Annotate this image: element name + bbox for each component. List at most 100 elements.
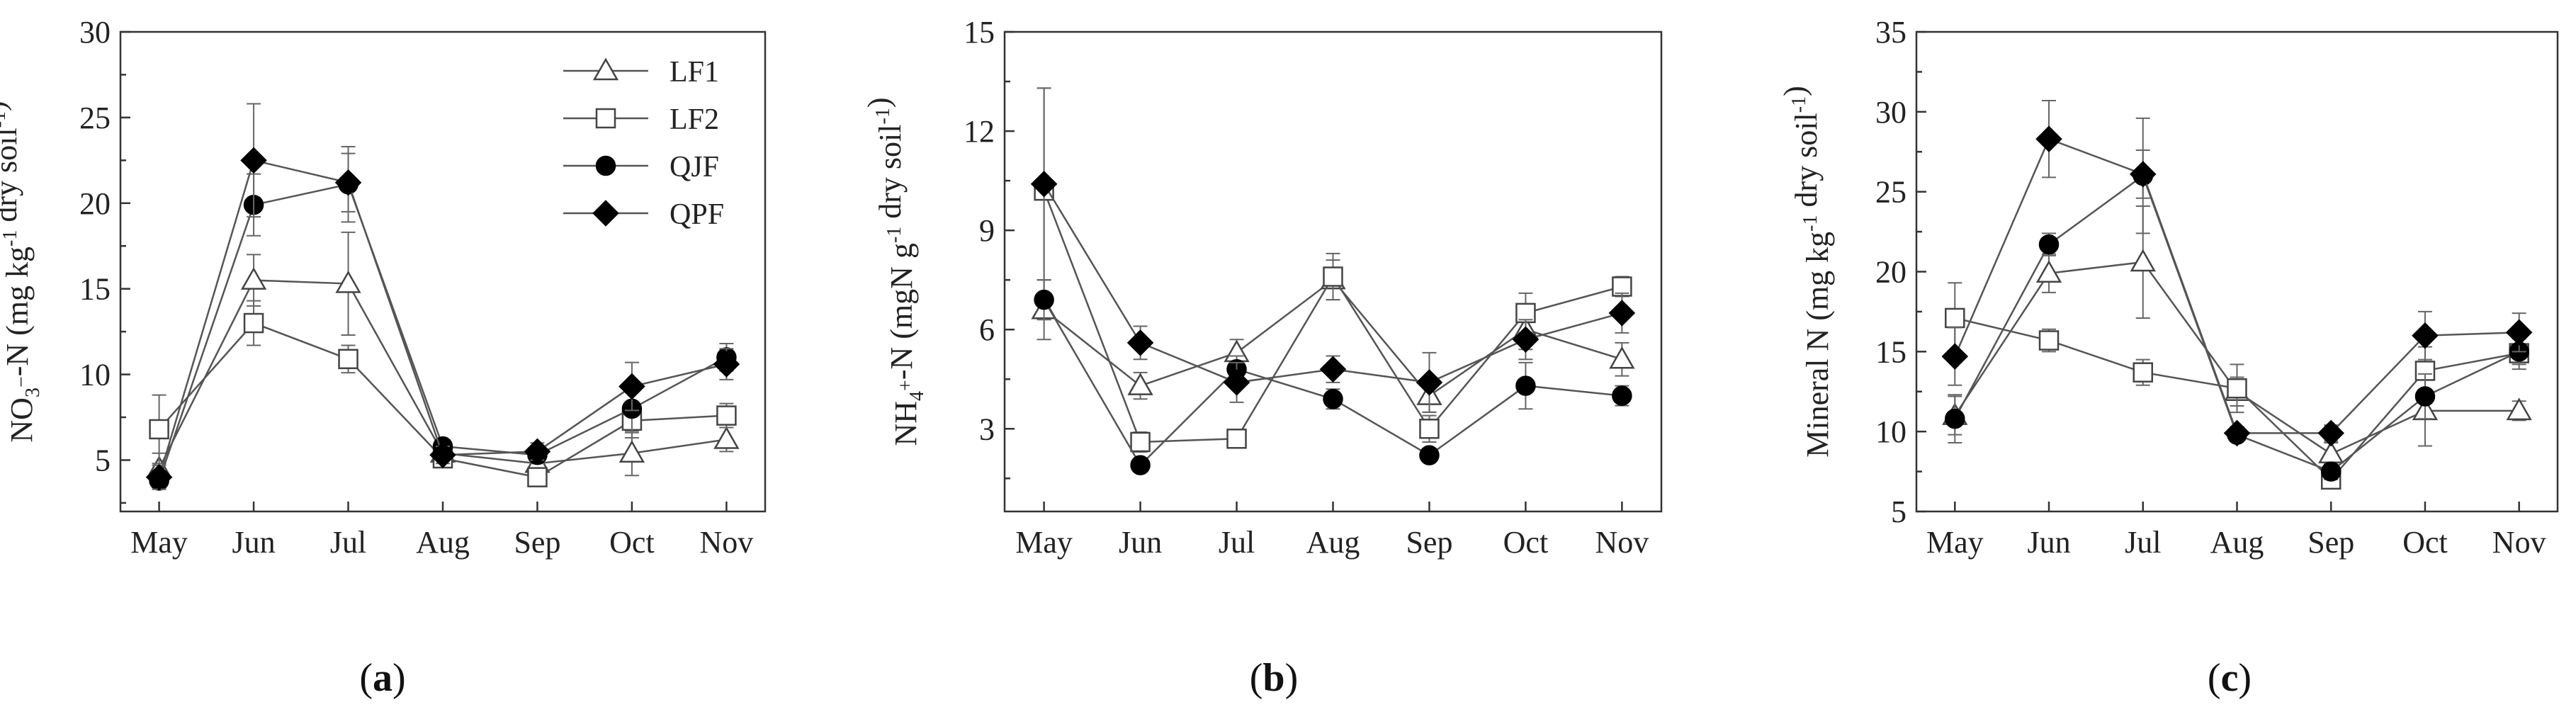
data-point-qjf	[1034, 289, 1054, 310]
y-axis-title-part: -1	[1800, 215, 1821, 231]
panel-label-close: )	[2238, 656, 2252, 700]
y-tick-label: 30	[1875, 95, 1906, 130]
data-point-lf1	[2035, 260, 2062, 283]
y-tick-label: 3	[979, 412, 995, 446]
data-point-qpf	[2035, 125, 2062, 152]
x-tick-label: May	[1015, 525, 1073, 560]
panel-label: (a)	[359, 656, 405, 700]
series-qpf	[1941, 100, 2533, 447]
data-point-lf2	[1945, 307, 1965, 329]
panel-label-close: )	[1285, 656, 1299, 700]
x-tick-label: Sep	[514, 525, 560, 560]
data-point-qpf	[1416, 369, 1443, 396]
chart-panel-b: 3 6 9 12 15 May Jun Jul Aug Sep Oct Nov NH4+-N (mgN …	[862, 15, 1663, 700]
data-point-qjf	[1323, 389, 1343, 409]
x-tick-label: Nov	[700, 525, 754, 560]
y-tick-label: 5	[1891, 494, 1906, 529]
y-tick-label: 15	[79, 272, 111, 307]
data-point-qpf	[145, 463, 173, 491]
data-point-qpf	[1941, 343, 1969, 370]
y-axis-title-part: NO	[4, 397, 39, 443]
y-tick-label: 20	[79, 186, 111, 221]
legend-label: QJF	[670, 151, 719, 183]
y-tick-label: 25	[1875, 175, 1906, 210]
y-tick-label: 15	[1875, 334, 1906, 369]
y-tick-label: 5	[95, 443, 111, 477]
y-tick-label: 6	[979, 312, 995, 347]
x-tick-label: Jun	[232, 525, 276, 560]
y-axis-title-part: dry soil	[1789, 113, 1824, 215]
data-point-lf2	[1226, 429, 1247, 449]
legend-marker-qjf	[595, 155, 616, 176]
y-axis-title-part: -N (mg kg	[0, 247, 35, 376]
data-point-qpf	[429, 441, 456, 468]
y-axis-title-part: −	[11, 376, 33, 388]
data-point-lf2	[149, 419, 169, 440]
x-tick-label: Aug	[2210, 525, 2264, 560]
data-point-qpf	[2505, 319, 2533, 346]
data-point-qpf	[1126, 329, 1154, 356]
data-point-qpf	[1223, 369, 1250, 396]
series-lf2	[1945, 282, 2529, 490]
data-point-qpf	[1608, 300, 1636, 327]
data-point-lf2	[2038, 330, 2060, 351]
y-axis-title-part: -1	[1788, 96, 1810, 113]
x-tick-label: Jun	[2027, 525, 2070, 560]
x-tick-label: Nov	[1595, 525, 1649, 560]
y-axis-title-part: )	[1778, 86, 1812, 96]
y-axis-title-part: )	[862, 98, 896, 108]
panel-label-letter: b	[1262, 656, 1284, 700]
data-point-lf1	[1609, 346, 1635, 369]
y-axis-title-part: 3	[22, 388, 44, 397]
y-tick-label: 35	[1875, 15, 1906, 50]
x-tick-label: Jul	[1219, 525, 1255, 560]
data-point-qpf	[524, 438, 551, 465]
data-point-lf2	[527, 467, 548, 487]
data-point-lf2	[716, 405, 737, 426]
panel-label-open: (	[2208, 656, 2221, 700]
x-tick-label: Jul	[2125, 525, 2161, 560]
y-axis-title-part: -1	[883, 227, 905, 243]
data-point-qpf	[2129, 161, 2157, 188]
data-point-lf1	[713, 426, 740, 449]
legend-marker-lf2	[595, 108, 616, 129]
y-axis-title-part: Mineral N (mg kg	[1800, 232, 1835, 458]
y-tick-label: 10	[79, 358, 111, 392]
data-point-qjf	[1612, 385, 1632, 406]
data-point-qjf	[2038, 234, 2060, 255]
y-axis-title: Mineral N (mg kg-1 dry soil-1)	[1778, 86, 1835, 457]
series-qjf	[149, 145, 737, 491]
data-point-qpf	[713, 351, 740, 378]
y-axis-title-part: -N (mgN g	[884, 243, 919, 380]
legend-marker-qpf	[592, 200, 619, 227]
data-point-lf2	[243, 312, 264, 334]
y-axis-title-part: -1	[872, 108, 894, 124]
x-tick-label: Sep	[2307, 525, 2354, 560]
panel-label-letter: a	[373, 656, 392, 700]
data-point-qjf	[1419, 445, 1440, 465]
chart-panel-a: 5 10 15 20 25 30 May Jun Jul Aug Sep Oct Nov NO3−-N (…	[0, 15, 767, 700]
y-axis-title-part: -1	[0, 111, 10, 128]
series-qjf	[1034, 279, 1632, 475]
legend-label: LF2	[670, 103, 719, 136]
y-tick-label: 10	[1875, 414, 1906, 449]
y-tick-label: 9	[979, 213, 995, 248]
legend: LF1 LF2 QJF QPF	[563, 56, 724, 231]
x-tick-label: May	[1926, 525, 1984, 560]
data-point-qpf	[1030, 171, 1058, 198]
series-qpf	[1030, 87, 1636, 413]
data-point-lf1	[618, 440, 645, 463]
data-point-lf1	[2506, 397, 2532, 421]
data-point-qpf	[334, 169, 362, 196]
data-point-qjf	[1945, 408, 1965, 429]
data-point-qjf	[1515, 375, 1536, 396]
x-tick-label: Sep	[1406, 525, 1452, 560]
y-tick-label: 30	[79, 15, 111, 50]
x-tick-label: Aug	[1306, 525, 1360, 560]
y-tick-label: 20	[1875, 255, 1906, 290]
data-point-qpf	[2223, 419, 2251, 447]
x-tick-label: Oct	[2402, 525, 2448, 560]
data-point-lf2	[1419, 419, 1440, 439]
y-axis-title-part: 4	[906, 391, 928, 401]
